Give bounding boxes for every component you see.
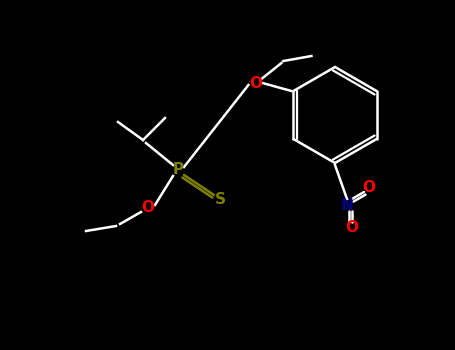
Text: P: P — [172, 162, 183, 177]
Text: O: O — [345, 219, 359, 234]
Text: O: O — [363, 180, 375, 195]
Text: O: O — [249, 76, 262, 91]
Text: S: S — [214, 193, 226, 208]
Text: O: O — [142, 201, 155, 216]
Text: N: N — [341, 197, 354, 212]
